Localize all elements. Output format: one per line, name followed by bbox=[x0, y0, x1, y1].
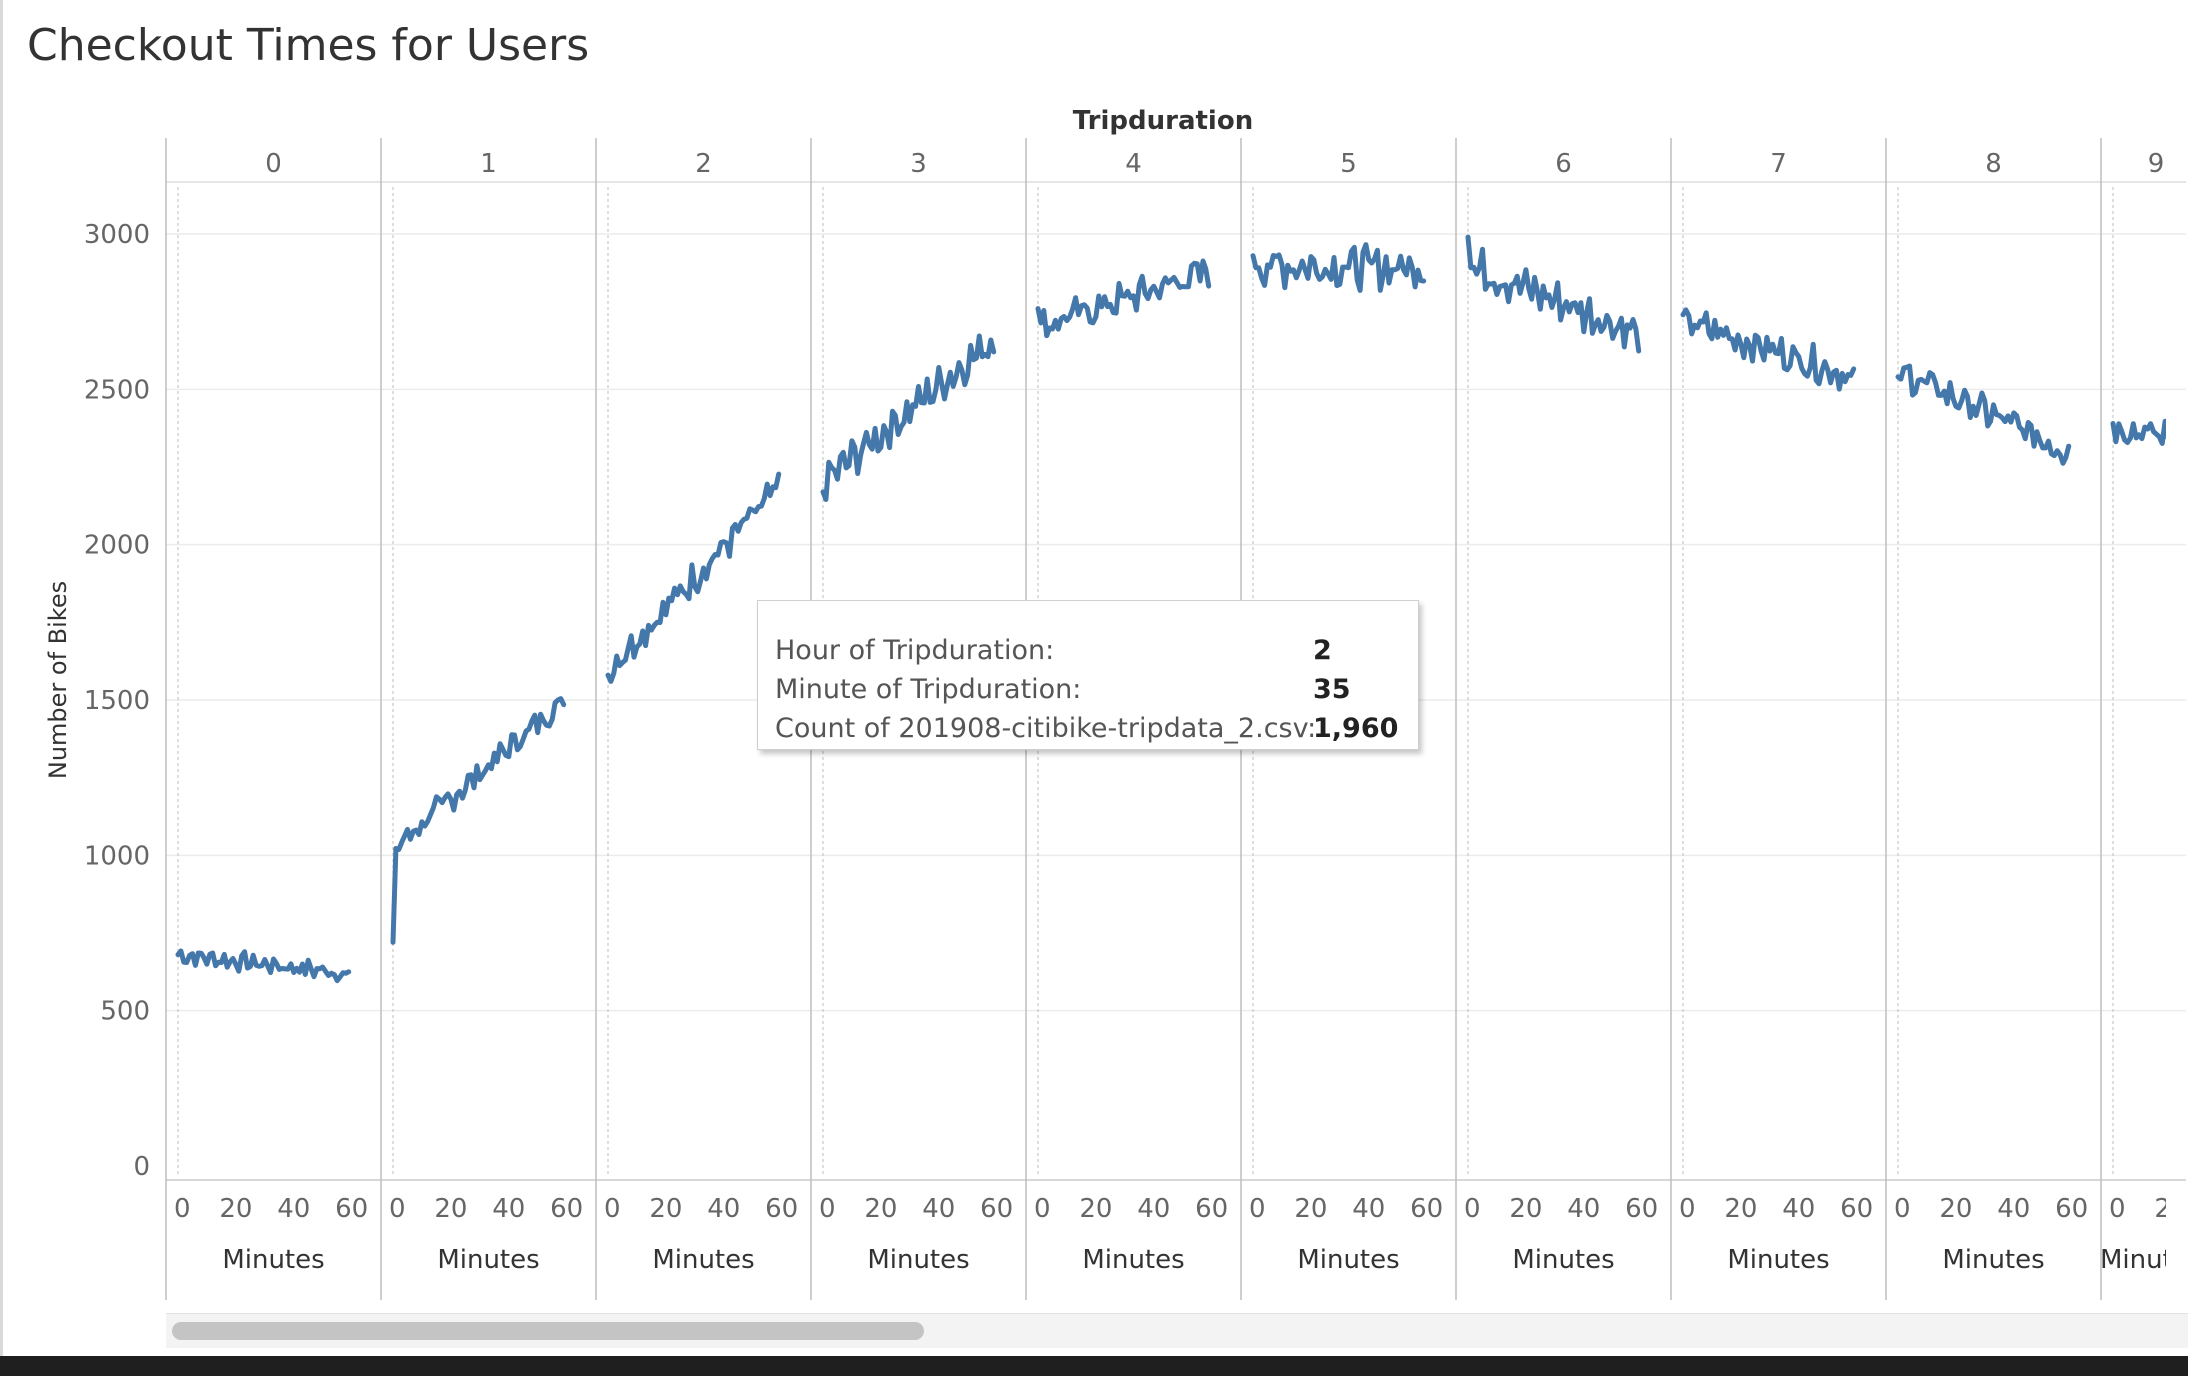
series-line-hour-5 bbox=[1250, 242, 1427, 293]
x-tick-1-20: 20 bbox=[434, 1194, 467, 1224]
x-axis-label-6: Minutes bbox=[1512, 1245, 1614, 1275]
tooltip: Hour of Tripduration: 2 Minute of Tripdu… bbox=[757, 600, 1419, 750]
tooltip-hour-label: Hour of Tripduration: bbox=[775, 635, 1055, 666]
series-line-hour-9 bbox=[2110, 418, 2166, 446]
page-title: Checkout Times for Users bbox=[27, 20, 590, 71]
x-tick-2-20: 20 bbox=[649, 1194, 682, 1224]
panel-header-5: 5 bbox=[1340, 149, 1357, 179]
tooltip-hour-value: 2 bbox=[1313, 635, 1332, 666]
x-tick-4-0: 0 bbox=[1034, 1194, 1051, 1224]
x-tick-7-0: 0 bbox=[1679, 1194, 1696, 1224]
x-axis-label-4: Minutes bbox=[1082, 1245, 1184, 1275]
x-axis-label-7: Minutes bbox=[1727, 1245, 1829, 1275]
x-tick-1-40: 40 bbox=[492, 1194, 525, 1224]
y-tick-1500: 1500 bbox=[84, 686, 150, 716]
series-lines bbox=[175, 234, 2166, 984]
x-tick-6-0: 0 bbox=[1464, 1194, 1481, 1224]
series-line-hour-1 bbox=[390, 696, 567, 945]
x-axis-label-9: Minutes bbox=[2100, 1245, 2188, 1275]
frame-border bbox=[0, 0, 3, 1356]
x-tick-2-60: 60 bbox=[765, 1194, 798, 1224]
panel-header-9: 9 bbox=[2148, 149, 2165, 179]
x-axis-label-5: Minutes bbox=[1297, 1245, 1399, 1275]
panel-header-3: 3 bbox=[910, 149, 927, 179]
panel-dividers bbox=[165, 138, 2114, 1300]
panel-header-4: 4 bbox=[1125, 149, 1142, 179]
series-line-hour-4 bbox=[1035, 258, 1212, 339]
y-axis-label: Number of Bikes bbox=[44, 581, 72, 779]
x-tick-8-0: 0 bbox=[1894, 1194, 1911, 1224]
panel-header-2: 2 bbox=[695, 149, 712, 179]
x-tick-0-60: 60 bbox=[335, 1194, 368, 1224]
y-tick-3000: 3000 bbox=[84, 220, 150, 250]
panel-header-8: 8 bbox=[1985, 149, 2002, 179]
x-tick-5-40: 40 bbox=[1352, 1194, 1385, 1224]
x-tick-3-40: 40 bbox=[922, 1194, 955, 1224]
x-tick-0-0: 0 bbox=[174, 1194, 191, 1224]
tooltip-minute-value: 35 bbox=[1313, 674, 1351, 705]
series-line-hour-8 bbox=[1895, 363, 2072, 466]
x-tick-4-20: 20 bbox=[1079, 1194, 1112, 1224]
panel-header-6: 6 bbox=[1555, 149, 1572, 179]
series-line-hour-7 bbox=[1680, 307, 1857, 392]
x-tick-7-40: 40 bbox=[1782, 1194, 1815, 1224]
panel-header-1: 1 bbox=[480, 149, 497, 179]
x-tick-6-60: 60 bbox=[1625, 1194, 1658, 1224]
x-tick-4-40: 40 bbox=[1137, 1194, 1170, 1224]
x-tick-3-20: 20 bbox=[864, 1194, 897, 1224]
tooltip-count-value: 1,960 bbox=[1313, 713, 1399, 744]
x-tick-2-40: 40 bbox=[707, 1194, 740, 1224]
x-tick-7-60: 60 bbox=[1840, 1194, 1873, 1224]
series-line-hour-2 bbox=[605, 471, 782, 684]
y-tick-2500: 2500 bbox=[84, 375, 150, 405]
panel-header-0: 0 bbox=[265, 149, 282, 179]
column-header: Tripduration bbox=[1073, 106, 1253, 136]
x-tick-0-40: 40 bbox=[277, 1194, 310, 1224]
x-tick-4-60: 60 bbox=[1195, 1194, 1228, 1224]
x-tick-7-20: 20 bbox=[1724, 1194, 1757, 1224]
x-axis-label-1: Minutes bbox=[437, 1245, 539, 1275]
x-tick-5-0: 0 bbox=[1249, 1194, 1266, 1224]
y-tick-2000: 2000 bbox=[84, 531, 150, 561]
x-tick-5-20: 20 bbox=[1294, 1194, 1327, 1224]
series-line-hour-6 bbox=[1465, 234, 1642, 354]
y-tick-500: 500 bbox=[100, 997, 150, 1027]
y-tick-1000: 1000 bbox=[84, 841, 150, 871]
horizontal-scrollbar-thumb[interactable] bbox=[172, 1322, 924, 1340]
x-tick-1-0: 0 bbox=[389, 1194, 406, 1224]
bottom-bar bbox=[0, 1356, 2188, 1376]
x-axis-label-3: Minutes bbox=[867, 1245, 969, 1275]
x-tick-3-0: 0 bbox=[819, 1194, 836, 1224]
x-axis-label-0: Minutes bbox=[222, 1245, 324, 1275]
y-tick-0: 0 bbox=[133, 1152, 150, 1182]
tooltip-minute-label: Minute of Tripduration: bbox=[775, 674, 1082, 705]
x-tick-6-40: 40 bbox=[1567, 1194, 1600, 1224]
series-line-hour-0 bbox=[175, 948, 352, 984]
x-tick-9-20: 20 bbox=[2154, 1194, 2187, 1224]
x-tick-0-20: 20 bbox=[219, 1194, 252, 1224]
series-line-hour-3 bbox=[820, 333, 997, 502]
gridlines bbox=[166, 181, 2186, 1181]
x-tick-8-20: 20 bbox=[1939, 1194, 1972, 1224]
x-tick-2-0: 0 bbox=[604, 1194, 621, 1224]
x-tick-9-0: 0 bbox=[2109, 1194, 2126, 1224]
tooltip-count-label: Count of 201908-citibike-tripdata_2.csv: bbox=[775, 713, 1317, 744]
x-axis-label-2: Minutes bbox=[652, 1245, 754, 1275]
x-axis-label-8: Minutes bbox=[1942, 1245, 2044, 1275]
x-tick-5-60: 60 bbox=[1410, 1194, 1443, 1224]
panel-header-7: 7 bbox=[1770, 149, 1787, 179]
x-tick-3-60: 60 bbox=[980, 1194, 1013, 1224]
x-tick-6-20: 20 bbox=[1509, 1194, 1542, 1224]
x-tick-8-60: 60 bbox=[2055, 1194, 2088, 1224]
x-tick-1-60: 60 bbox=[550, 1194, 583, 1224]
x-tick-8-40: 40 bbox=[1997, 1194, 2030, 1224]
